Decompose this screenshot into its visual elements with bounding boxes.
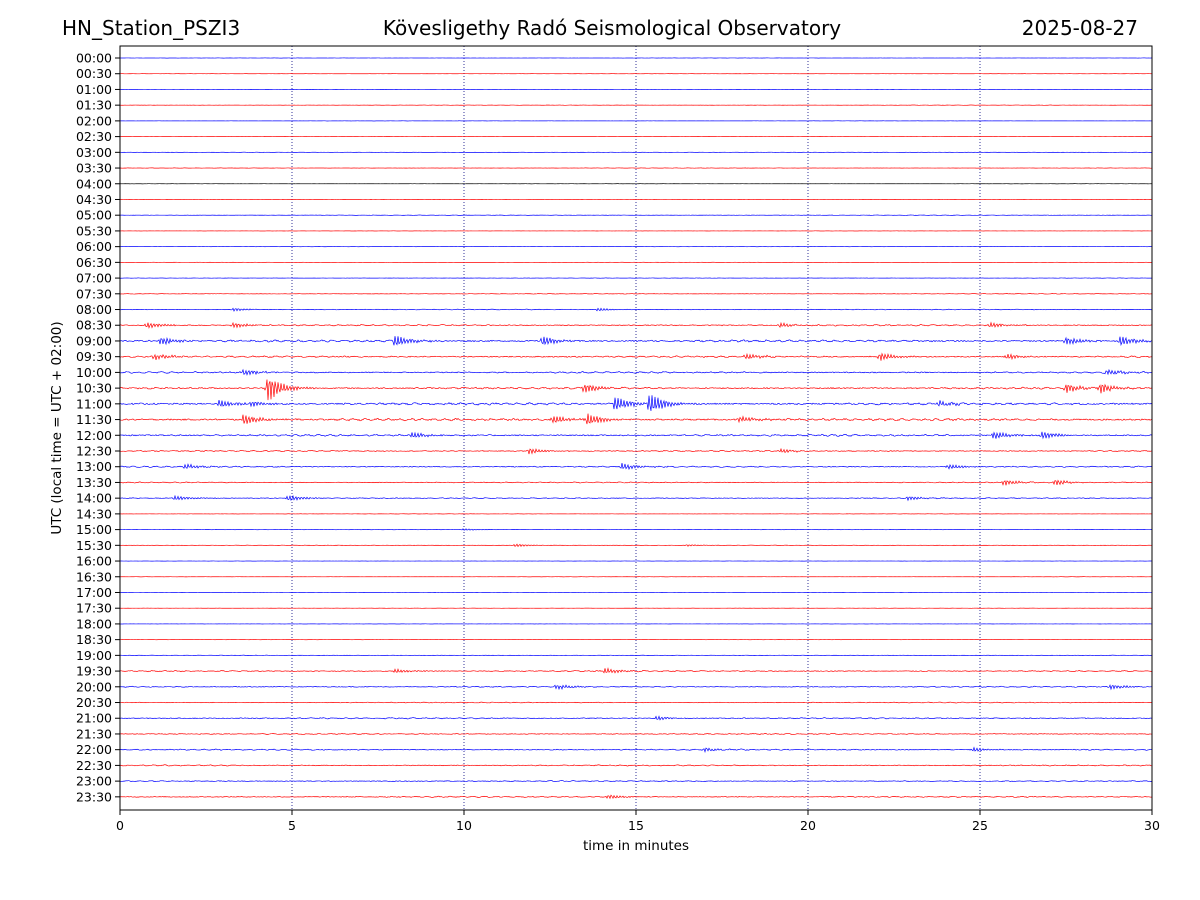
seismic-trace-2230 bbox=[119, 764, 1153, 767]
x-tick-label: 25 bbox=[972, 818, 988, 833]
x-tick-label: 5 bbox=[288, 818, 296, 833]
y-tick-label: 04:00 bbox=[76, 176, 112, 191]
seismic-trace-2200 bbox=[119, 746, 1153, 753]
seismic-trace-0800 bbox=[119, 307, 1153, 312]
y-tick-label: 00:30 bbox=[76, 66, 112, 81]
y-tick-label: 04:30 bbox=[76, 192, 112, 207]
y-tick-label: 01:00 bbox=[76, 82, 112, 97]
seismic-trace-1100 bbox=[119, 395, 1153, 411]
seismic-traces bbox=[119, 57, 1153, 800]
seismic-trace-2030 bbox=[119, 701, 1153, 704]
y-tick-label: 11:00 bbox=[76, 396, 112, 411]
y-tick-label: 13:30 bbox=[76, 475, 112, 490]
y-tick-label: 12:30 bbox=[76, 444, 112, 459]
y-axis-label: UTC (local time = UTC + 02:00) bbox=[49, 321, 65, 534]
seismic-trace-0830 bbox=[119, 321, 1153, 329]
y-tick-label: 21:00 bbox=[76, 711, 112, 726]
seismic-trace-1930 bbox=[119, 667, 1153, 674]
y-tick-label: 14:30 bbox=[76, 506, 112, 521]
seismic-trace-2300 bbox=[119, 780, 1153, 783]
y-tick-label: 16:00 bbox=[76, 554, 112, 569]
seismic-trace-1030 bbox=[119, 379, 1153, 401]
y-tick-label: 03:30 bbox=[76, 161, 112, 176]
y-tick-label: 06:00 bbox=[76, 239, 112, 254]
y-tick-label: 22:00 bbox=[76, 742, 112, 757]
y-tick-label: 02:00 bbox=[76, 113, 112, 128]
vertical-gridlines bbox=[291, 46, 981, 810]
seismic-trace-2100 bbox=[119, 715, 1153, 721]
x-tick-label: 15 bbox=[628, 818, 644, 833]
y-tick-label: 09:00 bbox=[76, 333, 112, 348]
x-tick-label: 20 bbox=[800, 818, 816, 833]
seismic-trace-2330 bbox=[119, 794, 1153, 800]
x-tick-label: 10 bbox=[456, 818, 472, 833]
seismic-trace-1330 bbox=[119, 479, 1153, 486]
x-tick-label: 0 bbox=[116, 818, 124, 833]
y-tick-label: 01:30 bbox=[76, 98, 112, 113]
y-tick-label: 23:30 bbox=[76, 789, 112, 804]
seismic-trace-0900 bbox=[119, 336, 1153, 347]
seismic-trace-1130 bbox=[119, 413, 1153, 425]
y-tick-label: 10:00 bbox=[76, 365, 112, 380]
y-tick-label: 09:30 bbox=[76, 349, 112, 364]
y-tick-label: 07:30 bbox=[76, 286, 112, 301]
observatory-title: Kövesligethy Radó Seismological Observat… bbox=[383, 16, 841, 40]
y-tick-label: 05:30 bbox=[76, 223, 112, 238]
seismic-trace-0930 bbox=[119, 352, 1153, 361]
y-tick-label: 15:30 bbox=[76, 538, 112, 553]
y-tick-label: 07:00 bbox=[76, 271, 112, 286]
y-tick-label: 16:30 bbox=[76, 569, 112, 584]
y-tick-label: 12:00 bbox=[76, 428, 112, 443]
seismic-trace-1000 bbox=[119, 368, 1153, 376]
y-tick-label: 05:00 bbox=[76, 208, 112, 223]
y-tick-label: 21:30 bbox=[76, 726, 112, 741]
x-axis-label: time in minutes bbox=[583, 838, 689, 854]
y-tick-label: 02:30 bbox=[76, 129, 112, 144]
y-tick-label: 08:00 bbox=[76, 302, 112, 317]
seismic-trace-1400 bbox=[119, 494, 1153, 502]
y-tick-label: 13:00 bbox=[76, 459, 112, 474]
y-tick-label: 23:00 bbox=[76, 774, 112, 789]
y-tick-label: 10:30 bbox=[76, 381, 112, 396]
y-tick-label: 06:30 bbox=[76, 255, 112, 270]
y-tick-label: 19:00 bbox=[76, 648, 112, 663]
y-tick-label: 20:30 bbox=[76, 695, 112, 710]
seismic-trace-1530 bbox=[119, 543, 1153, 548]
seismic-trace-1230 bbox=[119, 447, 1153, 455]
date-title: 2025-08-27 bbox=[1022, 16, 1138, 40]
y-tick-label: 03:00 bbox=[76, 145, 112, 160]
y-tick-label: 15:00 bbox=[76, 522, 112, 537]
x-tick-label: 30 bbox=[1144, 818, 1160, 833]
station-title: HN_Station_PSZI3 bbox=[62, 16, 240, 40]
seismic-trace-2000 bbox=[119, 684, 1153, 691]
y-tick-label: 17:30 bbox=[76, 601, 112, 616]
y-tick-label: 20:00 bbox=[76, 679, 112, 694]
y-tick-label: 17:00 bbox=[76, 585, 112, 600]
y-tick-labels: 00:0000:3001:0001:3002:0002:3003:0003:30… bbox=[76, 51, 120, 804]
seismic-trace-0730 bbox=[119, 293, 1153, 295]
y-tick-label: 18:30 bbox=[76, 632, 112, 647]
seismic-trace-1300 bbox=[119, 462, 1153, 471]
plot-frame bbox=[119, 45, 1153, 811]
y-tick-label: 14:00 bbox=[76, 491, 112, 506]
y-tick-label: 08:30 bbox=[76, 318, 112, 333]
y-tick-label: 18:00 bbox=[76, 616, 112, 631]
seismic-trace-1200 bbox=[119, 431, 1153, 440]
y-tick-label: 00:00 bbox=[76, 51, 112, 66]
y-tick-label: 19:30 bbox=[76, 664, 112, 679]
seismic-trace-1500 bbox=[119, 528, 1153, 531]
seismic-trace-2130 bbox=[119, 733, 1153, 735]
x-tick-labels: 0 5 10 15 20 25 30 bbox=[116, 810, 1160, 833]
y-tick-label: 11:30 bbox=[76, 412, 112, 427]
y-tick-label: 22:30 bbox=[76, 758, 112, 773]
